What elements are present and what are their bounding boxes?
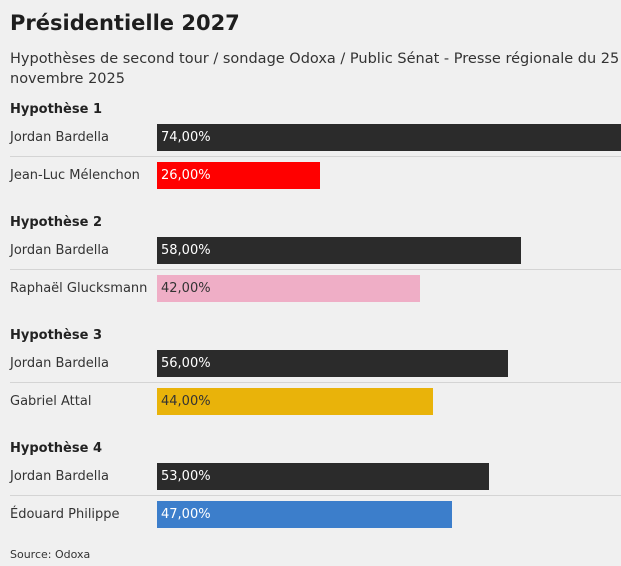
candidate-label: Jordan Bardella	[10, 356, 109, 371]
candidate-label: Jordan Bardella	[10, 469, 109, 484]
bar	[157, 501, 452, 528]
bar-value-label: 74,00%	[161, 130, 211, 145]
group-title: Hypothèse 1	[10, 102, 103, 117]
chart-title: Présidentielle 2027	[10, 11, 240, 35]
bar-value-label: 53,00%	[161, 469, 211, 484]
chart-subtitle: Hypothèses de second tour / sondage Odox…	[10, 51, 620, 87]
bar-value-label: 56,00%	[161, 356, 211, 371]
bar	[157, 237, 521, 264]
bar-value-label: 26,00%	[161, 168, 211, 183]
bar	[157, 124, 621, 151]
bar	[157, 463, 489, 490]
group-title: Hypothèse 3	[10, 328, 103, 343]
candidate-label: Gabriel Attal	[10, 394, 92, 409]
chart-source: Source: Odoxa	[10, 548, 91, 561]
bar	[157, 162, 320, 189]
row-separator	[10, 156, 621, 157]
candidate-label: Jordan Bardella	[10, 243, 109, 258]
bar-value-label: 42,00%	[161, 281, 211, 296]
group-title: Hypothèse 4	[10, 441, 103, 456]
bar	[157, 350, 508, 377]
group-title: Hypothèse 2	[10, 215, 103, 230]
bar	[157, 388, 433, 415]
bar-value-label: 58,00%	[161, 243, 211, 258]
bar	[157, 275, 420, 302]
candidate-label: Raphaël Glucksmann	[10, 281, 148, 296]
bar-value-label: 47,00%	[161, 507, 211, 522]
row-separator	[10, 269, 621, 270]
row-separator	[10, 382, 621, 383]
bar-value-label: 44,00%	[161, 394, 211, 409]
candidate-label: Jean-Luc Mélenchon	[10, 168, 140, 183]
candidate-label: Édouard Philippe	[10, 507, 120, 522]
candidate-label: Jordan Bardella	[10, 130, 109, 145]
row-separator	[10, 495, 621, 496]
